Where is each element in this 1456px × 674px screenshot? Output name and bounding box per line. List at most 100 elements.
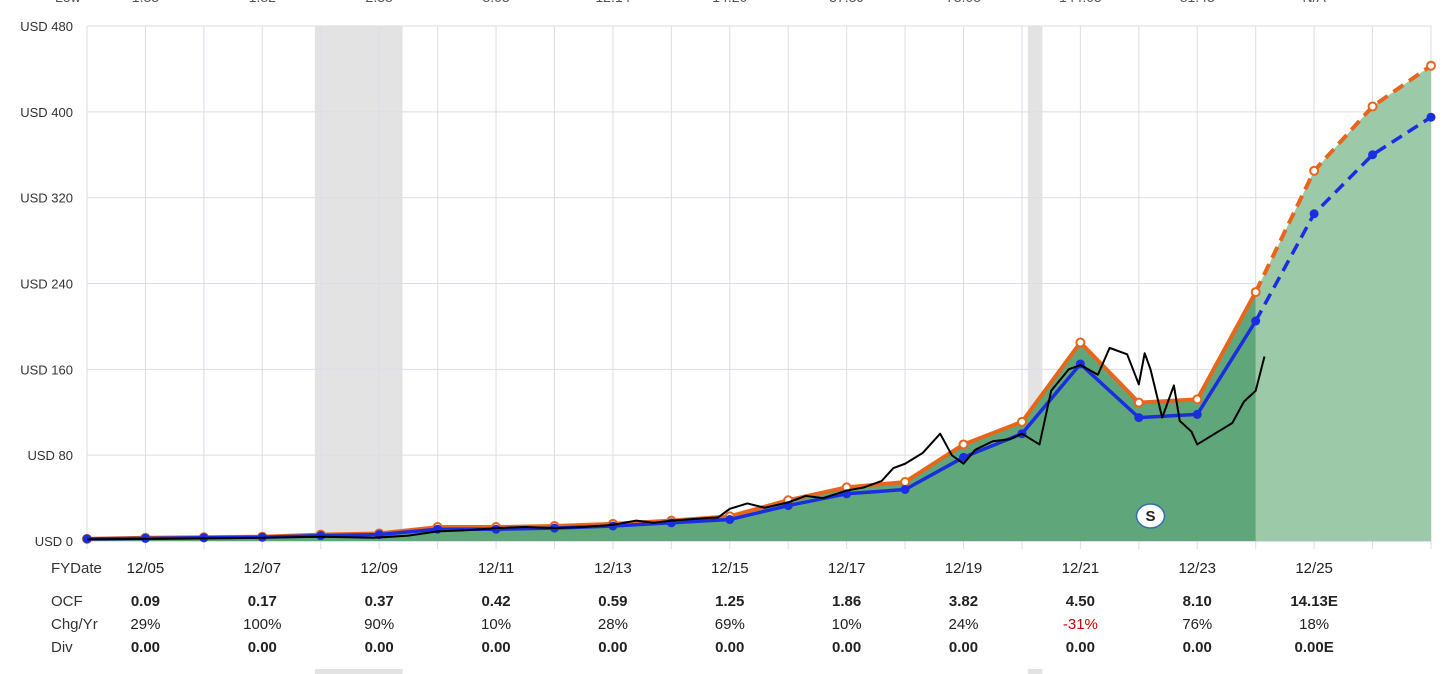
orange-point [900, 476, 911, 487]
table-cell: 0.00 [481, 639, 510, 656]
table-cell: 100% [243, 616, 281, 633]
low-row-value: 8.03 [482, 0, 509, 5]
x-axis-label: FYDate [51, 560, 102, 577]
table-cell: 0.00 [598, 639, 627, 656]
low-row-value: 12.14 [595, 0, 630, 5]
x-tick-label: 12/17 [828, 560, 866, 577]
orange-point [1250, 287, 1261, 298]
table-cell: 0.37 [365, 593, 394, 610]
table-cell: 0.42 [481, 593, 510, 610]
y-tick-label: USD 320 [20, 191, 73, 206]
split-marker-bubble[interactable] [1135, 503, 1166, 529]
orange-point [958, 439, 969, 450]
blue-point [491, 524, 501, 534]
table-cell: 76% [1182, 616, 1212, 633]
area-fills [87, 65, 1431, 542]
table-cell: 0.00E [1295, 639, 1334, 656]
table-cell: 24% [949, 616, 979, 633]
low-row-value: 81.43 [1180, 0, 1215, 5]
split-marker-label: S [1146, 508, 1156, 525]
blue-series-estimate-line [1254, 115, 1432, 322]
table-cell: 0.00 [1183, 639, 1212, 656]
table-cell: 29% [130, 616, 160, 633]
x-tick-label: 12/25 [1295, 560, 1333, 577]
orange-series-estimate-line [1253, 64, 1433, 293]
low-row-value: 2.38 [366, 0, 393, 5]
orange-point [1192, 394, 1203, 405]
low-row: Low 1.33 1.82 2.38 8.03 12.14 14.20 37.39 73.05 1… [55, 0, 1326, 5]
table-cell: 0.00 [131, 639, 160, 656]
estimate-area-fill [1255, 65, 1431, 542]
table-cell: 90% [364, 616, 394, 633]
table-cell: 10% [832, 616, 862, 633]
low-row-value: 14.20 [712, 0, 747, 5]
low-row-value: 1.82 [249, 0, 276, 5]
low-row-value: 144.05 [1059, 0, 1102, 5]
blue-point [725, 515, 735, 525]
x-tick-label: 12/21 [1062, 560, 1100, 577]
table-cell: 3.82 [949, 593, 978, 610]
x-axis-ticks: FYDate 12/05 12/07 12/09 12/11 12/13 12/15 12/1… [51, 560, 1333, 577]
table-cell: 1.25 [715, 593, 744, 610]
blue-point [1192, 409, 1202, 419]
table-row-label: OCF [51, 593, 83, 610]
table-cell: 0.00 [248, 639, 277, 656]
recession-band-stub [314, 669, 403, 674]
table-cell: 0.00 [365, 639, 394, 656]
recession-band-stub [1027, 669, 1043, 674]
y-tick-label: USD 240 [20, 277, 73, 292]
table-cell: 0.17 [248, 593, 277, 610]
blue-point [1309, 209, 1319, 219]
x-tick-label: 12/05 [127, 560, 165, 577]
x-tick-label: 12/15 [711, 560, 749, 577]
table-cell: 14.13E [1290, 593, 1338, 610]
table-cell: 0.00 [832, 639, 861, 656]
low-row-value: 37.39 [829, 0, 864, 5]
blue-point [1134, 413, 1144, 423]
actual-area-fill [87, 292, 1256, 541]
table-cell: 28% [598, 616, 628, 633]
y-tick-label: USD 160 [20, 362, 73, 377]
low-row-value: 73.05 [946, 0, 981, 5]
price-line [86, 346, 1266, 541]
table-cell: 69% [715, 616, 745, 633]
x-tick-label: 12/07 [244, 560, 282, 577]
series-lines [82, 60, 1436, 544]
x-tick-label: 12/11 [478, 560, 514, 577]
x-tick-label: 12/13 [594, 560, 632, 577]
table-cell: 18% [1299, 616, 1329, 633]
y-axis-ticks: USD 0 USD 80 USD 160 USD 240 USD 320 USD 400 U… [20, 19, 73, 549]
table-cell: 1.86 [832, 593, 861, 610]
table-row-label: Div [51, 639, 73, 656]
x-tick-label: 12/23 [1178, 560, 1216, 577]
blue-point [1251, 316, 1261, 326]
low-row-label: Low [55, 0, 82, 5]
x-tick-label: 12/19 [945, 560, 983, 577]
blue-point [900, 485, 910, 494]
table-row-label: Chg/Yr [51, 616, 98, 633]
orange-point [1367, 101, 1378, 112]
x-tick-label: 12/09 [360, 560, 398, 577]
table-cell: -31% [1063, 616, 1098, 633]
table-cell: 4.50 [1066, 593, 1095, 610]
table-cell: 8.10 [1183, 593, 1212, 610]
y-tick-label: USD 80 [27, 448, 73, 463]
split-marker[interactable]: S [1135, 503, 1166, 529]
orange-point [1426, 60, 1436, 71]
recession-bands [314, 26, 1043, 674]
orange-point [1133, 397, 1144, 408]
blue-point [1426, 112, 1436, 122]
orange-point [1075, 337, 1086, 348]
table-cell: 0.00 [949, 639, 978, 656]
blue-point [1368, 150, 1378, 160]
low-row-value: N/A [1302, 0, 1326, 5]
orange-point [1016, 416, 1027, 427]
table-cell: 0.00 [715, 639, 744, 656]
orange-point [1309, 165, 1320, 176]
table-cell: 0.09 [131, 593, 160, 610]
table-cell: 0.59 [598, 593, 627, 610]
table-cell: 10% [481, 616, 511, 633]
data-table: OCF 0.09 0.17 0.37 0.42 0.59 1.25 1.86 3.82 4.50 8… [51, 593, 1338, 656]
y-tick-label: USD 480 [20, 19, 73, 34]
